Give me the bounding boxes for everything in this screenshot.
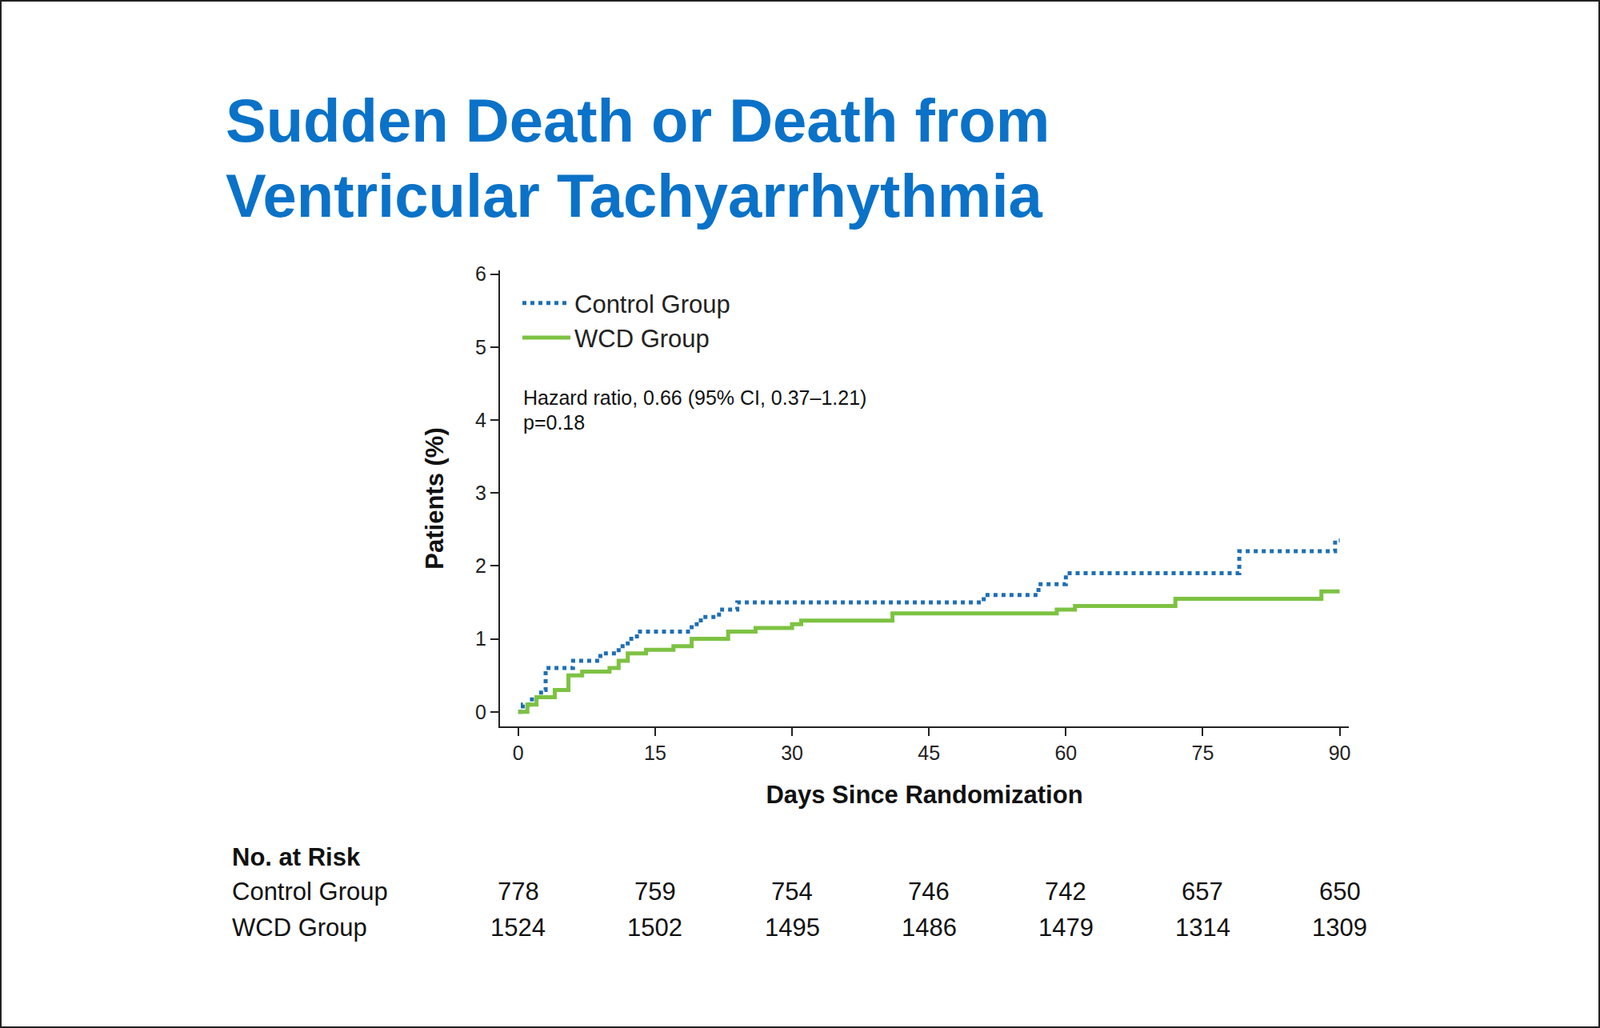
svg-text:45: 45 [917, 741, 940, 764]
svg-text:778: 778 [497, 877, 540, 906]
svg-text:No. at Risk: No. at Risk [232, 843, 361, 872]
svg-text:75: 75 [1192, 741, 1215, 764]
svg-text:4: 4 [475, 408, 487, 432]
svg-text:1495: 1495 [764, 913, 820, 942]
svg-text:1502: 1502 [627, 913, 683, 942]
svg-text:15: 15 [644, 741, 667, 764]
svg-text:746: 746 [908, 877, 950, 906]
svg-text:2: 2 [475, 554, 487, 577]
svg-text:1309: 1309 [1312, 913, 1368, 942]
svg-text:WCD Group: WCD Group [232, 913, 368, 942]
svg-text:30: 30 [780, 741, 804, 764]
svg-text:Ventricular Tachyarrhythmia: Ventricular Tachyarrhythmia [225, 161, 1044, 230]
svg-text:759: 759 [634, 877, 676, 906]
svg-text:60: 60 [1054, 741, 1077, 764]
svg-text:90: 90 [1328, 741, 1352, 764]
svg-text:Sudden Death or Death from: Sudden Death or Death from [225, 86, 1050, 155]
svg-text:650: 650 [1319, 877, 1361, 906]
svg-text:1: 1 [475, 627, 487, 650]
svg-text:p=0.18: p=0.18 [523, 411, 585, 434]
svg-text:1486: 1486 [901, 913, 957, 942]
svg-text:Patients (%): Patients (%) [420, 427, 449, 569]
svg-text:WCD Group: WCD Group [574, 324, 710, 353]
svg-text:754: 754 [771, 877, 813, 906]
svg-text:5: 5 [475, 336, 487, 359]
svg-text:1314: 1314 [1175, 913, 1231, 942]
svg-text:Control Group: Control Group [574, 290, 731, 319]
svg-text:Hazard ratio, 0.66 (95% CI, 0.: Hazard ratio, 0.66 (95% CI, 0.37–1.21) [523, 386, 867, 409]
svg-text:1524: 1524 [490, 913, 546, 942]
svg-text:Control Group: Control Group [232, 877, 388, 906]
svg-text:1479: 1479 [1038, 913, 1094, 942]
svg-text:0: 0 [512, 741, 524, 764]
svg-text:Days Since Randomization: Days Since Randomization [765, 780, 1083, 809]
svg-text:657: 657 [1181, 877, 1224, 906]
svg-text:0: 0 [475, 700, 487, 724]
svg-text:3: 3 [475, 481, 487, 504]
svg-text:742: 742 [1044, 877, 1087, 906]
svg-text:6: 6 [475, 262, 487, 285]
